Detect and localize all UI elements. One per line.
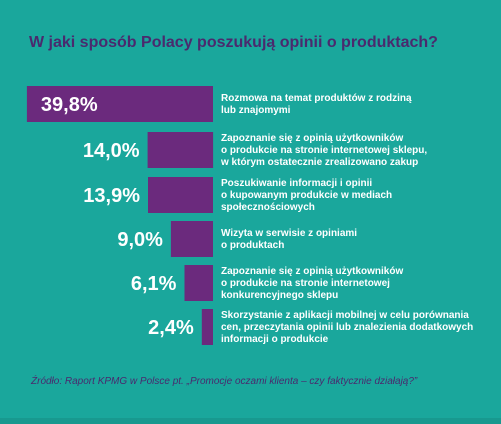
category-label-5: Skorzystanie z aplikacji mobilnej w celu… [221, 310, 473, 345]
value-label-0: 39,8% [41, 94, 98, 116]
bar-1 [147, 132, 214, 168]
bar-2 [148, 177, 213, 213]
value-label-1: 14,0% [83, 140, 140, 162]
chart-title: W jaki sposób Polacy poszukują opinii o … [29, 34, 438, 51]
category-label-3: Wizyta w serwisie z opiniami o produktach [221, 228, 357, 251]
category-label-4: Zapoznanie się z opinią użytkowników o pr… [221, 266, 403, 301]
category-label-1: Zapoznanie się z opinią użytkowników o pr… [220, 133, 427, 168]
category-label-2: Poszukiwanie informacji i opinii o kupowa… [221, 178, 392, 213]
bar-3 [170, 221, 213, 257]
value-label-3: 9,0% [117, 229, 163, 251]
value-label-2: 13,9% [83, 185, 140, 207]
footer-strip [0, 418, 501, 424]
bar-0 [26, 86, 214, 122]
category-label-0: Rozmowa na temat produktów z rodziną lub … [221, 93, 412, 116]
bar-4 [184, 265, 213, 301]
value-label-5: 2,4% [148, 317, 194, 339]
source-note: Źródło: Raport KPMG w Polsce pt. „Promoc… [31, 376, 418, 387]
bar-5 [201, 309, 213, 345]
value-label-4: 6,1% [131, 273, 177, 295]
